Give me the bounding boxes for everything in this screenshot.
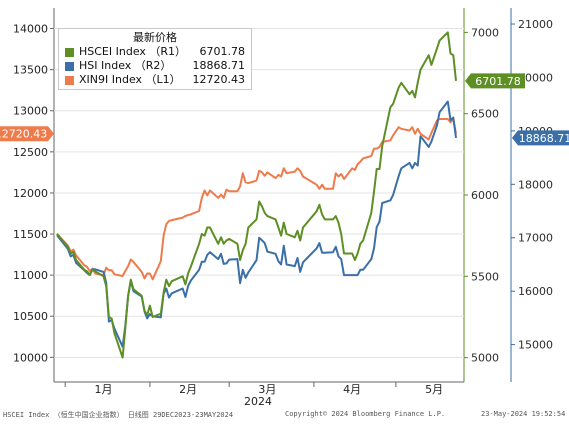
right2-tick-label-20000: 20000 <box>518 71 553 84</box>
footer-left: HSCEI Index （恒生中国企业指数） 日线图 29DEC2023-23M… <box>3 411 234 419</box>
legend-swatch-xin9i <box>65 76 74 85</box>
right1-tick-label-6000: 6000 <box>471 189 499 202</box>
series-line-2 <box>56 118 457 281</box>
right2-tick-label-15000: 15000 <box>518 339 553 352</box>
left-tick-label-14000: 14000 <box>13 23 48 36</box>
right2-tick-label-17000: 17000 <box>518 232 553 245</box>
series-line-1 <box>56 100 457 348</box>
legend-title: 最新价格 <box>133 31 177 44</box>
badge-hscei-shape <box>465 73 525 89</box>
legend-row-xin9i: XIN9I Index （L1） 12720.43 <box>59 73 251 87</box>
legend-row-hscei: HSCEI Index （R1） 6701.78 <box>59 45 251 59</box>
left-tick-label-13000: 13000 <box>13 105 48 118</box>
series-line-0 <box>56 31 457 359</box>
right2-tick-label-16000: 16000 <box>518 285 553 298</box>
year-label: 2024 <box>244 395 272 408</box>
badge-xin9i: 12720.43 <box>0 126 54 142</box>
month-label-5: 5月 <box>425 383 443 396</box>
badge-xin9i-label: 12720.43 <box>0 128 47 141</box>
left-tick-label-11500: 11500 <box>13 228 48 241</box>
month-label-2: 2月 <box>179 383 197 396</box>
badge-hsi: 18868.71 <box>512 130 569 146</box>
legend-name-xin9i: XIN9I Index （L1） <box>79 73 181 86</box>
left-tick-label-10000: 10000 <box>13 351 48 364</box>
legend-swatch-hsi <box>65 62 74 71</box>
left-tick-label-13500: 13500 <box>13 64 48 77</box>
badge-xin9i-shape <box>0 126 54 142</box>
legend-value-hscei: 6701.78 <box>199 45 246 58</box>
month-label-3: 3月 <box>258 383 276 396</box>
right1-tick-label-5000: 5000 <box>471 352 499 365</box>
left-tick-label-12500: 12500 <box>13 146 48 159</box>
right2-tick-label-18000: 18000 <box>518 178 553 191</box>
left-tick-label-10500: 10500 <box>13 310 48 323</box>
badge-hsi-shape <box>512 130 569 146</box>
right2-tick-label-21000: 21000 <box>518 18 553 31</box>
legend-value-hsi: 18868.71 <box>192 59 246 72</box>
axis-ticks: 10000 10500 11000 11500 12000 12500 13000 13500… <box>13 18 553 396</box>
last-value-badges: 6701.78 18868.71 12720.43 <box>0 73 569 146</box>
badge-hscei-label: 6701.78 <box>475 75 521 88</box>
footer-right: 23-May-2024 19:52:54 <box>481 410 566 418</box>
badge-hscei: 6701.78 <box>465 73 525 89</box>
legend-value-xin9i: 12720.43 <box>192 73 246 86</box>
right1-tick-label-6500: 6500 <box>471 108 499 121</box>
month-label-1: 1月 <box>94 383 112 396</box>
series-lines <box>56 31 457 359</box>
legend: 最新价格 HSCEI Index （R1） 6701.78 HSI Index … <box>58 28 252 90</box>
left-tick-label-11000: 11000 <box>13 269 48 282</box>
legend-name-hsi: HSI Index （R2） <box>79 59 172 72</box>
badge-hsi-label: 18868.71 <box>519 132 569 145</box>
right1-tick-label-7000: 7000 <box>471 26 499 39</box>
legend-name-hscei: HSCEI Index （R1） <box>79 45 187 58</box>
footer-center: Copyright© 2024 Bloomberg Finance L.P. <box>285 410 446 418</box>
right1-tick-label-5500: 5500 <box>471 270 499 283</box>
month-label-4: 4月 <box>343 383 361 396</box>
legend-row-hsi: HSI Index （R2） 18868.71 <box>59 59 251 73</box>
legend-swatch-hscei <box>65 48 74 57</box>
left-tick-label-12000: 12000 <box>13 187 48 200</box>
